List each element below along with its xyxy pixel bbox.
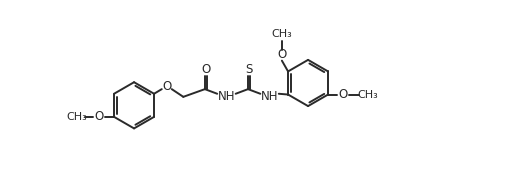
Text: S: S [246,63,253,76]
Text: NH: NH [261,90,278,103]
Text: O: O [201,63,210,76]
Text: CH₃: CH₃ [271,29,292,39]
Text: NH: NH [218,90,235,103]
Text: O: O [163,80,172,93]
Text: CH₃: CH₃ [66,112,87,122]
Text: CH₃: CH₃ [357,90,378,100]
Text: O: O [277,48,287,61]
Text: O: O [339,88,348,101]
Text: O: O [94,110,103,123]
